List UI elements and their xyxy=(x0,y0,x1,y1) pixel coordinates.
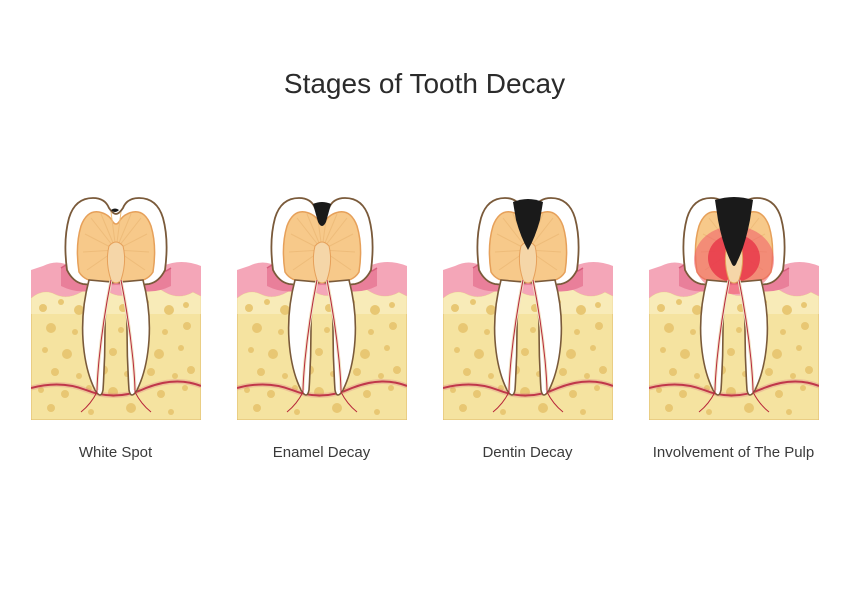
stage-dentin-decay: Dentin Decay xyxy=(443,190,613,461)
tooth-diagram-dentin-decay xyxy=(443,190,613,420)
stage-white-spot: White Spot xyxy=(31,190,201,461)
tooth-diagram-pulp-involvement xyxy=(649,190,819,420)
stage-pulp-involvement: Involvement of The Pulp xyxy=(649,190,819,461)
tooth-diagram-enamel-decay xyxy=(237,190,407,420)
stage-label-pulp-involvement: Involvement of The Pulp xyxy=(653,444,814,461)
tooth-diagram-white-spot xyxy=(31,190,201,420)
stage-label-dentin-decay: Dentin Decay xyxy=(482,444,572,461)
stage-label-white-spot: White Spot xyxy=(79,444,152,461)
stages-row: White Spot Enamel Decay Dentin Decay Involv… xyxy=(0,190,849,461)
stage-label-enamel-decay: Enamel Decay xyxy=(273,444,371,461)
stage-enamel-decay: Enamel Decay xyxy=(237,190,407,461)
page-title: Stages of Tooth Decay xyxy=(0,68,849,100)
